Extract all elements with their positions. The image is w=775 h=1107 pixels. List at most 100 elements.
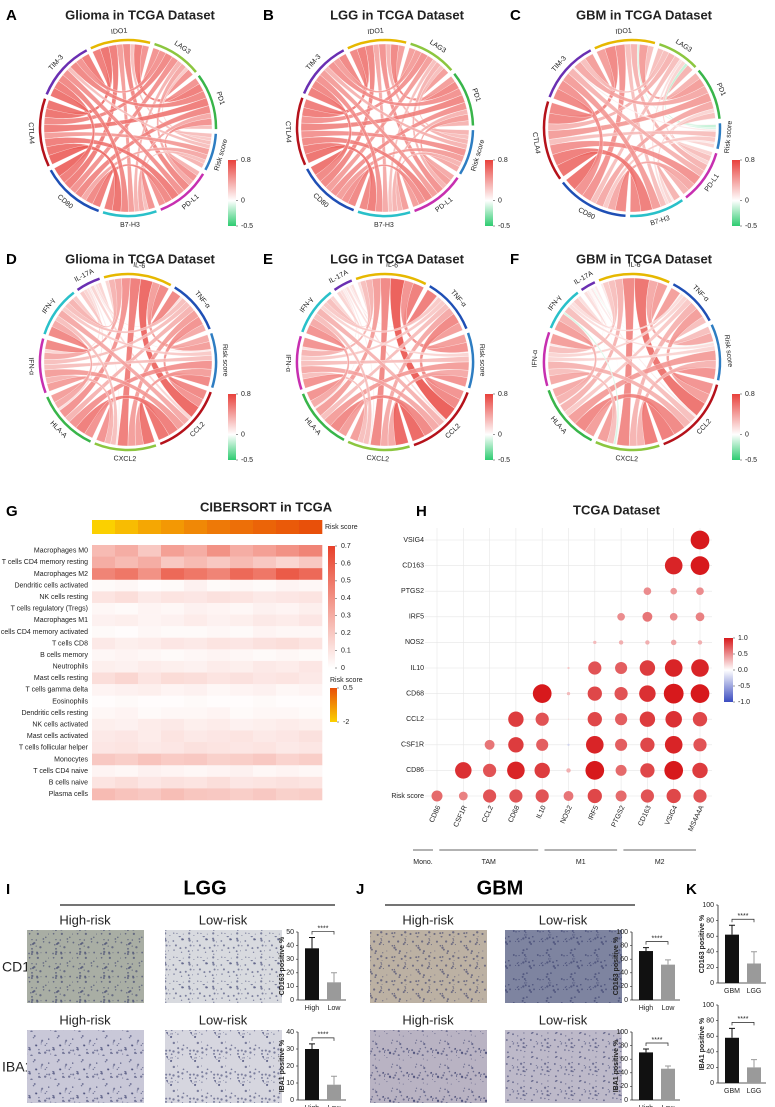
x-tick-label: Low xyxy=(662,1105,676,1107)
heat-cell xyxy=(138,579,162,592)
heat-cell xyxy=(184,742,208,754)
chord-ribbon xyxy=(303,87,347,115)
heat-cell xyxy=(299,637,323,650)
heat-cell xyxy=(207,718,231,731)
heat-cell xyxy=(299,742,323,754)
heat-cell xyxy=(184,684,208,696)
colorbar-label: 0.8 xyxy=(498,391,508,398)
chord-ribbon xyxy=(141,167,166,210)
node-arc xyxy=(302,49,345,94)
heat-cell xyxy=(207,545,231,557)
heat-cell xyxy=(230,660,254,673)
row-label: Monocytes xyxy=(54,756,88,763)
heat-cell xyxy=(184,695,208,708)
row-label: PTGS2 xyxy=(401,588,424,595)
heat-cell xyxy=(115,684,139,696)
image-label: High-risk xyxy=(59,912,111,927)
node-label: CD80 xyxy=(577,207,596,222)
micrograph xyxy=(505,1030,622,1103)
node-arc xyxy=(103,272,172,287)
heat-cell xyxy=(299,591,323,604)
heat-cell xyxy=(276,684,300,696)
heat-cell xyxy=(276,695,300,708)
heat-cell xyxy=(230,626,254,639)
colorbar-label: 0.6 xyxy=(341,560,351,567)
column-label: PTGS2 xyxy=(611,805,627,829)
row-label: Mast cells resting xyxy=(34,675,88,682)
heat-cell xyxy=(253,718,277,731)
heat-cell xyxy=(299,556,323,569)
y-tick-label: 60 xyxy=(620,956,628,963)
heat-cell xyxy=(276,591,300,604)
heat-cell xyxy=(207,579,231,592)
heat-cell xyxy=(92,568,116,581)
heat-cell xyxy=(253,695,277,708)
colorbar-label: -0.5 xyxy=(745,457,757,464)
colorbar-label: 0 xyxy=(498,197,502,204)
heat-cell xyxy=(138,602,162,615)
heat-cell xyxy=(138,742,162,754)
heat-cell xyxy=(92,545,116,557)
corr-dot xyxy=(534,762,550,779)
micrograph xyxy=(370,1030,487,1103)
heat-cell xyxy=(92,556,116,569)
corr-dot xyxy=(507,761,525,780)
node-label: IL-6 xyxy=(386,262,399,270)
heat-cell xyxy=(184,765,208,778)
chord-ribbon xyxy=(338,399,368,442)
heat-cell xyxy=(230,579,254,592)
heat-cell xyxy=(92,765,116,778)
heat-cell xyxy=(138,626,162,639)
corr-dot xyxy=(484,739,495,750)
colorbar-label: 0.5 xyxy=(341,578,351,585)
heat-cell xyxy=(276,776,300,789)
colorbar-label: -1.0 xyxy=(738,699,750,706)
x-tick-label: Low xyxy=(328,1005,342,1012)
corr-dot xyxy=(640,737,655,752)
corr-dot xyxy=(509,789,523,803)
corr-dot xyxy=(586,736,604,754)
heat-cell xyxy=(161,776,185,789)
node-arc xyxy=(414,177,459,213)
corr-dot xyxy=(693,789,707,803)
heat-cell xyxy=(184,788,208,801)
corr-dot xyxy=(587,712,602,727)
heat-cell xyxy=(253,776,277,789)
x-tick-label: High xyxy=(639,1005,654,1012)
error-bar xyxy=(729,924,735,935)
x-tick-label: GBM xyxy=(724,988,740,995)
bar xyxy=(661,964,675,1000)
corr-dot xyxy=(692,712,708,727)
y-tick-label: 100 xyxy=(702,902,714,909)
node-arc xyxy=(301,393,345,441)
risk-cell xyxy=(276,520,300,534)
colorbar-label: 0 xyxy=(498,431,502,438)
node-arc xyxy=(429,285,468,330)
corr-dot xyxy=(663,683,684,704)
corr-dot xyxy=(693,738,707,752)
heat-cell xyxy=(115,660,139,673)
heat-cell xyxy=(184,591,208,604)
panel-letter: C xyxy=(510,7,521,24)
heat-cell xyxy=(207,765,231,778)
y-tick-label: 80 xyxy=(706,917,714,924)
row-label: T cells follicular helper xyxy=(19,745,89,752)
image-label: High-risk xyxy=(59,1012,111,1027)
panel-letter: D xyxy=(6,251,17,268)
bar xyxy=(327,982,341,1000)
image-label: Low-risk xyxy=(539,912,588,927)
corr-dot xyxy=(670,587,677,595)
row-label: Neutrophils xyxy=(53,664,89,671)
heat-cell xyxy=(184,649,208,662)
significance-bracket xyxy=(645,1042,669,1046)
heat-cell xyxy=(184,707,208,720)
corr-dot xyxy=(508,737,524,753)
colorbar xyxy=(328,546,335,668)
node-arc xyxy=(94,442,157,452)
risk-colorbar xyxy=(330,688,337,722)
chord-ribbon xyxy=(46,376,90,403)
node-arc xyxy=(685,152,718,199)
heat-cell xyxy=(92,718,116,731)
heat-cell xyxy=(161,718,185,731)
